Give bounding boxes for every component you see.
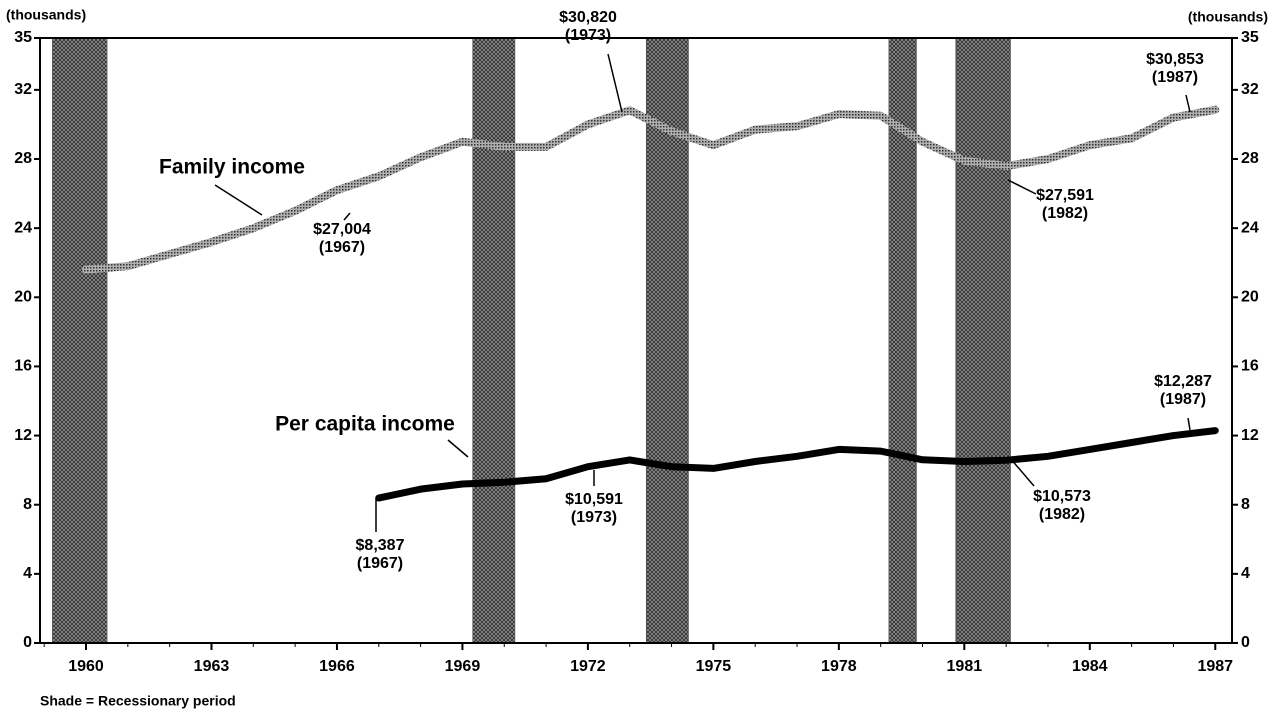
y2-tick-label: 8 — [1241, 496, 1250, 513]
y-tick-label: 28 — [14, 150, 32, 167]
x-tick-label: 1963 — [194, 658, 230, 675]
y-tick-label: 8 — [23, 496, 32, 513]
annotation-year: (1987) — [1152, 69, 1198, 86]
y-tick-label: 24 — [14, 219, 32, 236]
y-tick-label: 16 — [14, 358, 32, 375]
y2-tick-label: 28 — [1241, 150, 1259, 167]
recession-band — [472, 37, 516, 644]
series-line — [375, 427, 1219, 502]
annotation-value: $10,591 — [565, 491, 623, 508]
x-tick-label: 1975 — [696, 658, 732, 675]
recession-band — [955, 37, 1011, 644]
recession-band — [645, 37, 689, 644]
y2-tick-label: 24 — [1241, 219, 1259, 236]
y-axis-label: (thousands) — [6, 7, 86, 23]
annotation-value: $30,853 — [1146, 51, 1204, 68]
x-tick-label: 1987 — [1197, 658, 1233, 675]
y2-tick-label: 32 — [1241, 81, 1259, 98]
annotation-year: (1967) — [319, 239, 365, 256]
annotation-year: (1967) — [357, 555, 403, 572]
annotation-year: (1982) — [1042, 205, 1088, 222]
leader-line — [1007, 179, 1037, 195]
leader-line — [1009, 457, 1035, 487]
y2-tick-label: 0 — [1241, 634, 1250, 651]
series-label: Per capita income — [275, 413, 455, 436]
x-tick-label: 1969 — [445, 658, 481, 675]
recession-band — [52, 37, 108, 644]
leader-line — [1185, 94, 1191, 113]
note: Shade = Recessionary period — [40, 693, 236, 709]
series-label: Family income — [159, 156, 305, 179]
leader-line — [343, 212, 351, 221]
x-tick-label: 1972 — [570, 658, 606, 675]
x-tick-label: 1966 — [319, 658, 355, 675]
annotation-value: $27,591 — [1036, 187, 1094, 204]
annotation-year: (1987) — [1160, 391, 1206, 408]
x-tick-label: 1978 — [821, 658, 857, 675]
y2-tick-label: 20 — [1241, 289, 1259, 306]
annotation-value: $30,820 — [559, 9, 617, 26]
annotation-year: (1982) — [1039, 506, 1085, 523]
annotation-year: (1973) — [565, 27, 611, 44]
series-line — [82, 105, 1220, 274]
y-tick-label: 35 — [14, 29, 32, 46]
leader-line — [607, 53, 623, 113]
plot-frame — [39, 37, 1233, 644]
y-tick-label: 4 — [23, 565, 32, 582]
y2-tick-label: 12 — [1241, 427, 1259, 444]
annotation-value: $12,287 — [1154, 373, 1212, 390]
x-tick-label: 1960 — [68, 658, 104, 675]
leader-line — [214, 184, 263, 216]
annotation-year: (1973) — [571, 509, 617, 526]
y2-axis-label: (thousands) — [1188, 9, 1268, 25]
x-tick-label: 1984 — [1072, 658, 1108, 675]
y-tick-label: 12 — [14, 427, 32, 444]
leader-line — [1187, 417, 1191, 431]
y2-tick-label: 16 — [1241, 358, 1259, 375]
y-tick-label: 0 — [23, 634, 32, 651]
y-tick-label: 20 — [14, 289, 32, 306]
annotation-value: $27,004 — [313, 221, 371, 238]
y2-tick-label: 35 — [1241, 29, 1259, 46]
x-tick-label: 1981 — [947, 658, 983, 675]
annotation-value: $10,573 — [1033, 488, 1091, 505]
annotation-value: $8,387 — [356, 537, 405, 554]
y2-tick-label: 4 — [1241, 565, 1250, 582]
y-tick-label: 32 — [14, 81, 32, 98]
leader-line — [447, 439, 469, 458]
